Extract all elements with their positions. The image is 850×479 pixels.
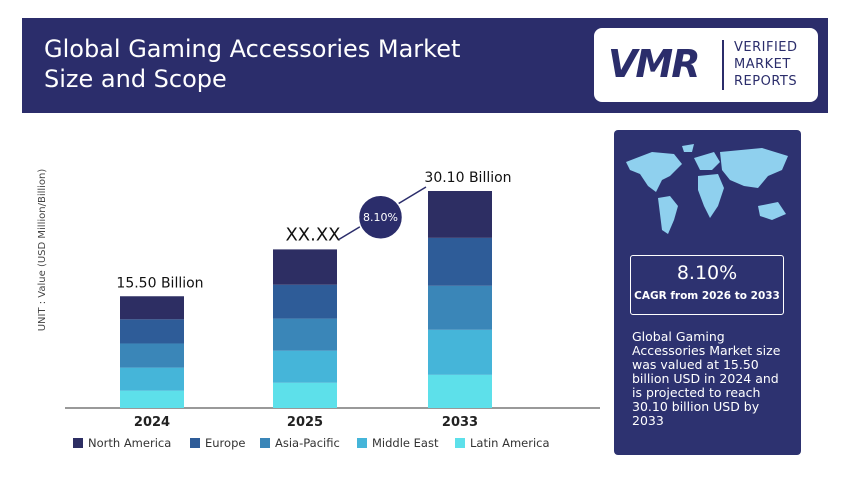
bar-segment	[428, 237, 492, 286]
logo-line: MARKET	[734, 57, 791, 72]
cagr-value: 8.10%	[676, 262, 738, 284]
cagr-bubble	[357, 194, 404, 240]
legend-label: Europe	[205, 436, 245, 450]
legend-label: North America	[88, 436, 171, 450]
legend-label: Latin America	[470, 436, 550, 450]
bar-segment	[428, 191, 492, 238]
bar-segment	[428, 329, 492, 375]
bar-segment	[120, 343, 184, 368]
logo-line: REPORTS	[734, 74, 798, 89]
bar-segment	[273, 284, 337, 319]
bar-segment	[120, 367, 184, 391]
description: Global Gaming Accessories Market size wa…	[632, 329, 781, 428]
bar-segment	[273, 318, 337, 351]
legend-label: Middle East	[372, 436, 439, 450]
bar-segment	[273, 249, 337, 285]
bar-segment	[428, 285, 492, 330]
side-panel: 8.10% CAGR from 2026 to 2033 Global Gami…	[614, 130, 801, 455]
bar-total-label: 15.50 Billion	[116, 275, 203, 291]
bar-segment	[273, 382, 337, 408]
page-title: Global Gaming Accessories Market Size an…	[44, 35, 461, 93]
legend-label: Asia-Pacific	[275, 436, 340, 450]
logo-text: VERIFIED MARKET REPORTS	[734, 39, 798, 90]
legend-swatch	[357, 438, 367, 448]
cagr-bubble-label: 8.10%	[363, 211, 398, 224]
cagr-box: 8.10% CAGR from 2026 to 2033	[630, 255, 784, 315]
bar-segment	[120, 390, 184, 408]
logo-line: VERIFIED	[734, 40, 798, 55]
y-axis-label: UNIT : Value (USD Million/Billion)	[37, 169, 48, 332]
world-map	[626, 144, 788, 234]
x-tick-label: 2025	[287, 415, 323, 430]
bar-segment	[120, 319, 184, 344]
chart: UNIT : Value (USD Million/Billion) 2024 15…	[37, 169, 600, 450]
legend-swatch	[455, 438, 465, 448]
bar-total-label: 30.10 Billion	[424, 170, 511, 186]
bar-total-label: XX.XX	[285, 224, 340, 245]
legend-swatch	[190, 438, 200, 448]
bar-segment	[120, 296, 184, 320]
cagr-label: CAGR from 2026 to 2033	[634, 290, 780, 302]
legend-swatch	[73, 438, 83, 448]
logo: VMR VERIFIED MARKET REPORTS	[594, 28, 818, 102]
x-tick-label: 2024	[134, 415, 170, 430]
logo-mark: VMR	[608, 42, 700, 86]
bar-segment	[428, 374, 492, 408]
x-tick-label: 2033	[442, 415, 478, 430]
bar-segment	[273, 350, 337, 383]
logo-separator	[722, 40, 724, 90]
legend-swatch	[260, 438, 270, 448]
